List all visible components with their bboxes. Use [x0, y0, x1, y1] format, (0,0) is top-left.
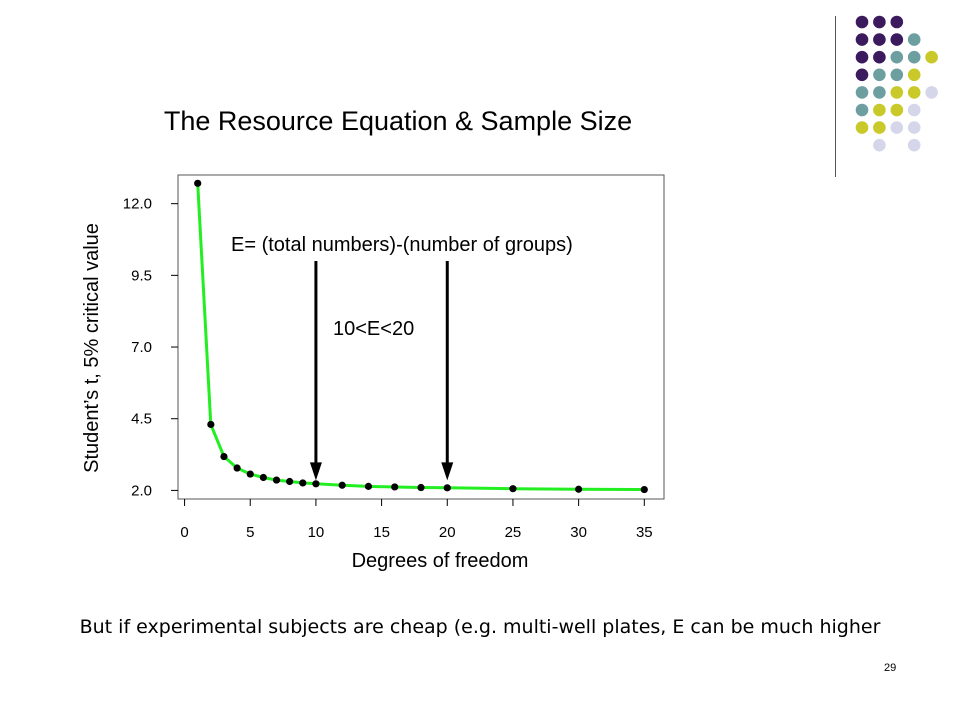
decor-dot — [890, 121, 904, 134]
decor-dot — [890, 33, 904, 46]
y-tick-label: 12.0 — [123, 196, 152, 213]
decor-dot — [907, 103, 921, 117]
decor-divider-line — [835, 16, 836, 177]
data-point — [338, 481, 346, 489]
plot-frame — [177, 174, 665, 500]
data-point — [259, 473, 267, 482]
decor-dot — [873, 15, 886, 29]
decor-dot — [907, 33, 921, 46]
x-tick-label: 30 — [570, 524, 587, 541]
decor-dot — [855, 15, 869, 29]
x-axis-label: Degrees of freedom — [352, 550, 529, 572]
series-line — [196, 183, 645, 491]
data-point — [272, 476, 281, 484]
y-axis-label: Student’s t, 5% critical value — [81, 223, 103, 473]
decor-dot — [873, 68, 886, 82]
decor-dot — [890, 50, 904, 64]
y-tick-label: 2.0 — [131, 482, 152, 499]
arrow-head — [441, 462, 454, 481]
decor-dot — [907, 50, 921, 64]
decor-dot — [873, 138, 886, 152]
data-point — [417, 483, 425, 492]
x-tick-label: 5 — [246, 524, 254, 541]
page-number: 29 — [884, 662, 897, 674]
annotation-formula: E= (total numbers)-(number of groups) — [231, 234, 573, 256]
decor-dot — [873, 33, 886, 46]
x-tick-label: 0 — [180, 524, 188, 541]
decor-dot — [873, 103, 886, 117]
decor-dot — [907, 138, 921, 152]
data-point — [233, 464, 241, 472]
x-tick-label: 25 — [505, 524, 522, 541]
decor-dot — [873, 86, 886, 99]
decor-dot — [907, 86, 921, 99]
decor-dot — [907, 121, 921, 134]
chart: The Resource Equation & Sample Size 2.0 4… — [81, 106, 665, 572]
data-point — [575, 485, 583, 493]
decor-dot — [890, 86, 904, 99]
y-tick-label: 9.5 — [131, 267, 152, 284]
decor-dot — [890, 103, 904, 117]
decorative-dot-grid — [855, 15, 938, 152]
x-axis: 0 5 10 15 20 25 30 35 — [180, 499, 653, 541]
data-point — [312, 480, 320, 488]
decor-dot — [855, 68, 869, 82]
data-point — [640, 485, 648, 494]
y-axis: 2.0 4.5 7.0 9.5 12.0 — [123, 196, 178, 499]
series-group — [194, 179, 648, 494]
x-tick-label: 20 — [439, 524, 456, 541]
data-point — [443, 484, 451, 492]
decor-dot — [855, 121, 869, 134]
arrow-head — [309, 462, 322, 481]
decor-dot — [855, 33, 869, 46]
x-tick-label: 10 — [308, 524, 325, 541]
decor-dot — [873, 121, 886, 134]
decor-dot — [925, 86, 938, 99]
data-point — [246, 470, 254, 478]
annotation-range: 10<E<20 — [333, 318, 414, 340]
decor-dot — [855, 86, 869, 99]
data-point — [299, 479, 307, 487]
data-point — [194, 179, 202, 187]
data-point — [207, 420, 215, 429]
chart-title: The Resource Equation & Sample Size — [164, 106, 632, 136]
data-point — [509, 485, 517, 493]
decor-dot — [855, 50, 869, 64]
decor-dot — [925, 50, 938, 64]
x-tick-label: 15 — [373, 524, 390, 541]
y-tick-label: 7.0 — [131, 339, 152, 356]
slide-caption: But if experimental subjects are cheap (… — [79, 616, 881, 638]
decor-dot — [873, 50, 886, 64]
y-tick-label: 4.5 — [131, 411, 152, 428]
data-point — [391, 483, 399, 491]
decor-dot — [890, 15, 904, 29]
arrow-group — [309, 261, 454, 481]
decor-dot — [907, 68, 921, 82]
decor-dot — [890, 68, 904, 82]
data-point — [220, 452, 228, 461]
data-point — [286, 477, 294, 486]
decor-dot — [855, 103, 869, 117]
data-point — [364, 482, 373, 490]
x-tick-label: 35 — [636, 524, 653, 541]
